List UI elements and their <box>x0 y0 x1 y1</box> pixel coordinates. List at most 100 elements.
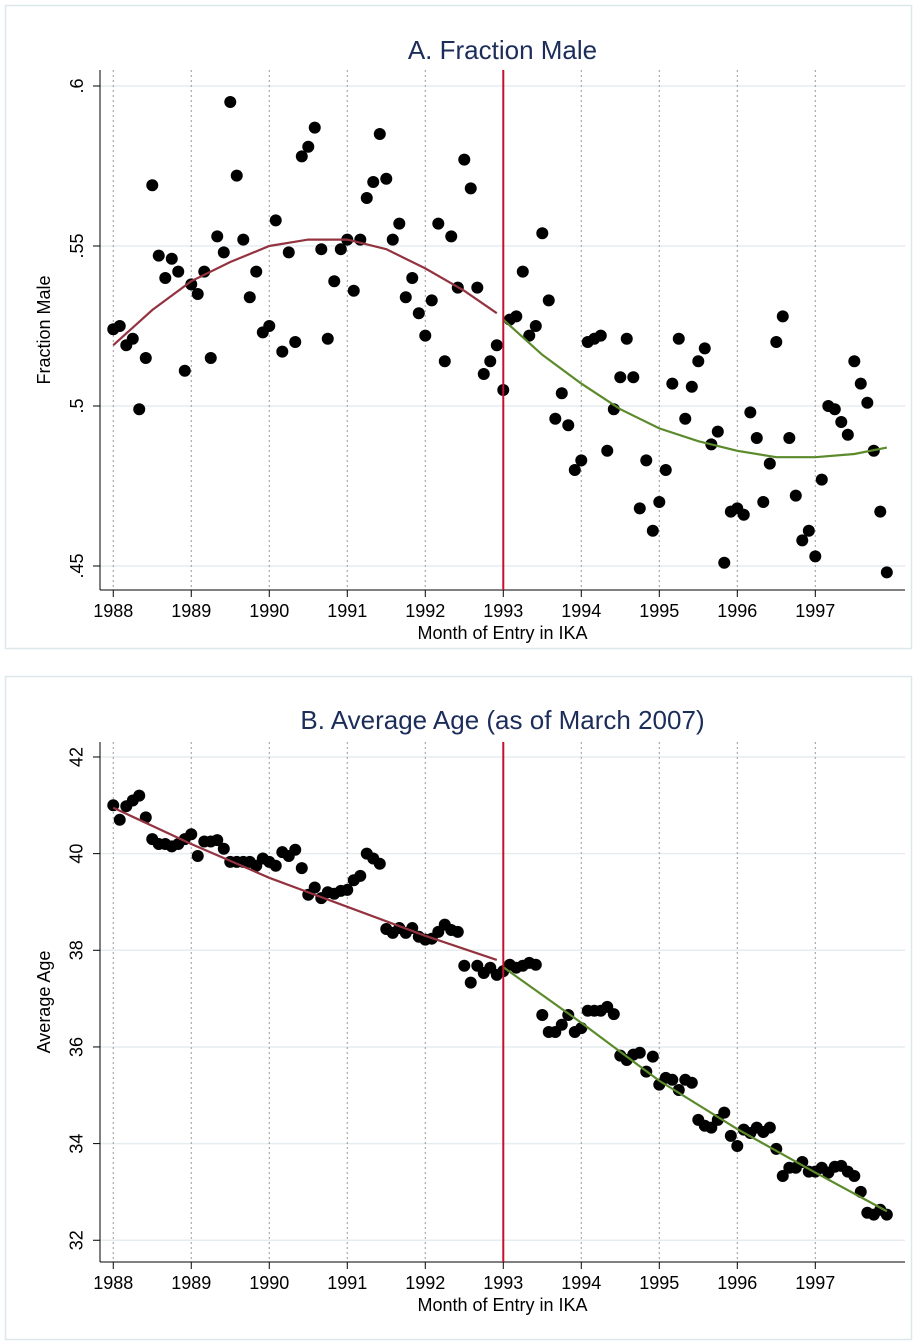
data-point <box>250 265 263 278</box>
y-tick-label: 38 <box>67 940 87 960</box>
data-point <box>737 508 750 521</box>
data-point <box>373 857 386 870</box>
data-point <box>393 217 406 230</box>
data-point <box>815 473 828 486</box>
y-axis-title: Average Age <box>34 951 54 1054</box>
data-point <box>386 233 399 246</box>
data-point <box>529 320 542 332</box>
x-tick-label: 1992 <box>405 1273 445 1293</box>
data-point <box>113 320 126 332</box>
data-point <box>711 425 724 438</box>
data-point <box>471 281 484 294</box>
data-point <box>217 246 230 259</box>
data-point <box>796 1155 809 1168</box>
data-point <box>139 352 152 364</box>
data-point <box>783 432 796 444</box>
data-point <box>685 380 698 393</box>
data-point <box>672 332 685 345</box>
data-point <box>321 332 334 345</box>
data-point <box>750 432 763 444</box>
data-point <box>159 272 172 284</box>
data-point <box>516 265 529 278</box>
data-point <box>880 1208 893 1221</box>
data-point <box>432 217 445 230</box>
data-point <box>224 96 237 108</box>
data-point <box>347 284 360 297</box>
data-point <box>607 1008 620 1021</box>
data-point <box>198 265 211 278</box>
data-point <box>776 1169 789 1182</box>
x-tick-label: 1996 <box>717 601 757 621</box>
data-point <box>848 1169 861 1182</box>
data-point <box>724 1129 737 1142</box>
x-tick-label: 1991 <box>327 1273 367 1293</box>
data-point <box>861 396 874 409</box>
data-point <box>718 1106 731 1119</box>
data-point <box>308 121 321 134</box>
data-point <box>178 364 191 377</box>
data-point <box>282 246 295 259</box>
data-point <box>698 342 711 355</box>
data-point <box>575 454 588 467</box>
data-point <box>776 310 789 323</box>
data-point <box>315 243 328 256</box>
y-tick-label: 34 <box>67 1134 87 1154</box>
data-point <box>445 230 458 243</box>
data-point <box>770 336 783 348</box>
data-point <box>113 813 126 826</box>
data-point <box>126 332 139 345</box>
data-point <box>458 959 471 972</box>
data-point <box>354 869 367 882</box>
y-tick-label: 40 <box>67 844 87 864</box>
data-point <box>341 883 354 896</box>
data-point <box>555 1018 568 1031</box>
data-point <box>484 355 497 368</box>
panel-frame <box>4 4 913 650</box>
data-point <box>133 403 146 416</box>
data-point <box>334 243 347 256</box>
data-point <box>237 233 250 246</box>
data-point <box>731 1140 744 1153</box>
data-point <box>243 291 256 304</box>
data-point <box>627 371 640 384</box>
x-tick-label: 1997 <box>795 1273 835 1293</box>
data-point <box>620 332 633 345</box>
data-point <box>399 291 412 304</box>
fit-line <box>502 318 888 459</box>
x-tick-label: 1995 <box>639 1273 679 1293</box>
data-point <box>217 842 230 855</box>
data-point <box>809 550 822 563</box>
x-tick-label: 1996 <box>717 1273 757 1293</box>
data-point <box>269 214 282 227</box>
data-point <box>828 403 841 416</box>
data-point <box>276 345 289 358</box>
data-point <box>289 843 302 856</box>
x-tick-label: 1990 <box>249 601 289 621</box>
chart-title: B. Average Age (as of March 2007) <box>300 705 704 735</box>
data-point <box>536 1009 549 1022</box>
chart-title: A. Fraction Male <box>408 35 597 65</box>
data-point <box>191 850 204 863</box>
data-point <box>562 419 575 432</box>
x-tick-label: 1994 <box>561 601 601 621</box>
y-tick-label: .45 <box>67 553 87 578</box>
data-point <box>295 150 308 163</box>
data-point <box>425 294 438 307</box>
data-point <box>529 958 542 971</box>
data-point <box>601 444 614 457</box>
data-point <box>308 881 321 894</box>
data-point <box>172 265 185 278</box>
data-point <box>614 371 627 384</box>
data-point <box>373 128 386 140</box>
data-point <box>633 502 646 515</box>
data-point <box>146 179 159 192</box>
x-tick-label: 1991 <box>327 601 367 621</box>
data-point <box>191 288 204 300</box>
data-point <box>302 140 315 153</box>
x-tick-label: 1989 <box>171 601 211 621</box>
data-point <box>380 172 393 185</box>
data-point <box>854 377 867 390</box>
data-point <box>464 182 477 195</box>
